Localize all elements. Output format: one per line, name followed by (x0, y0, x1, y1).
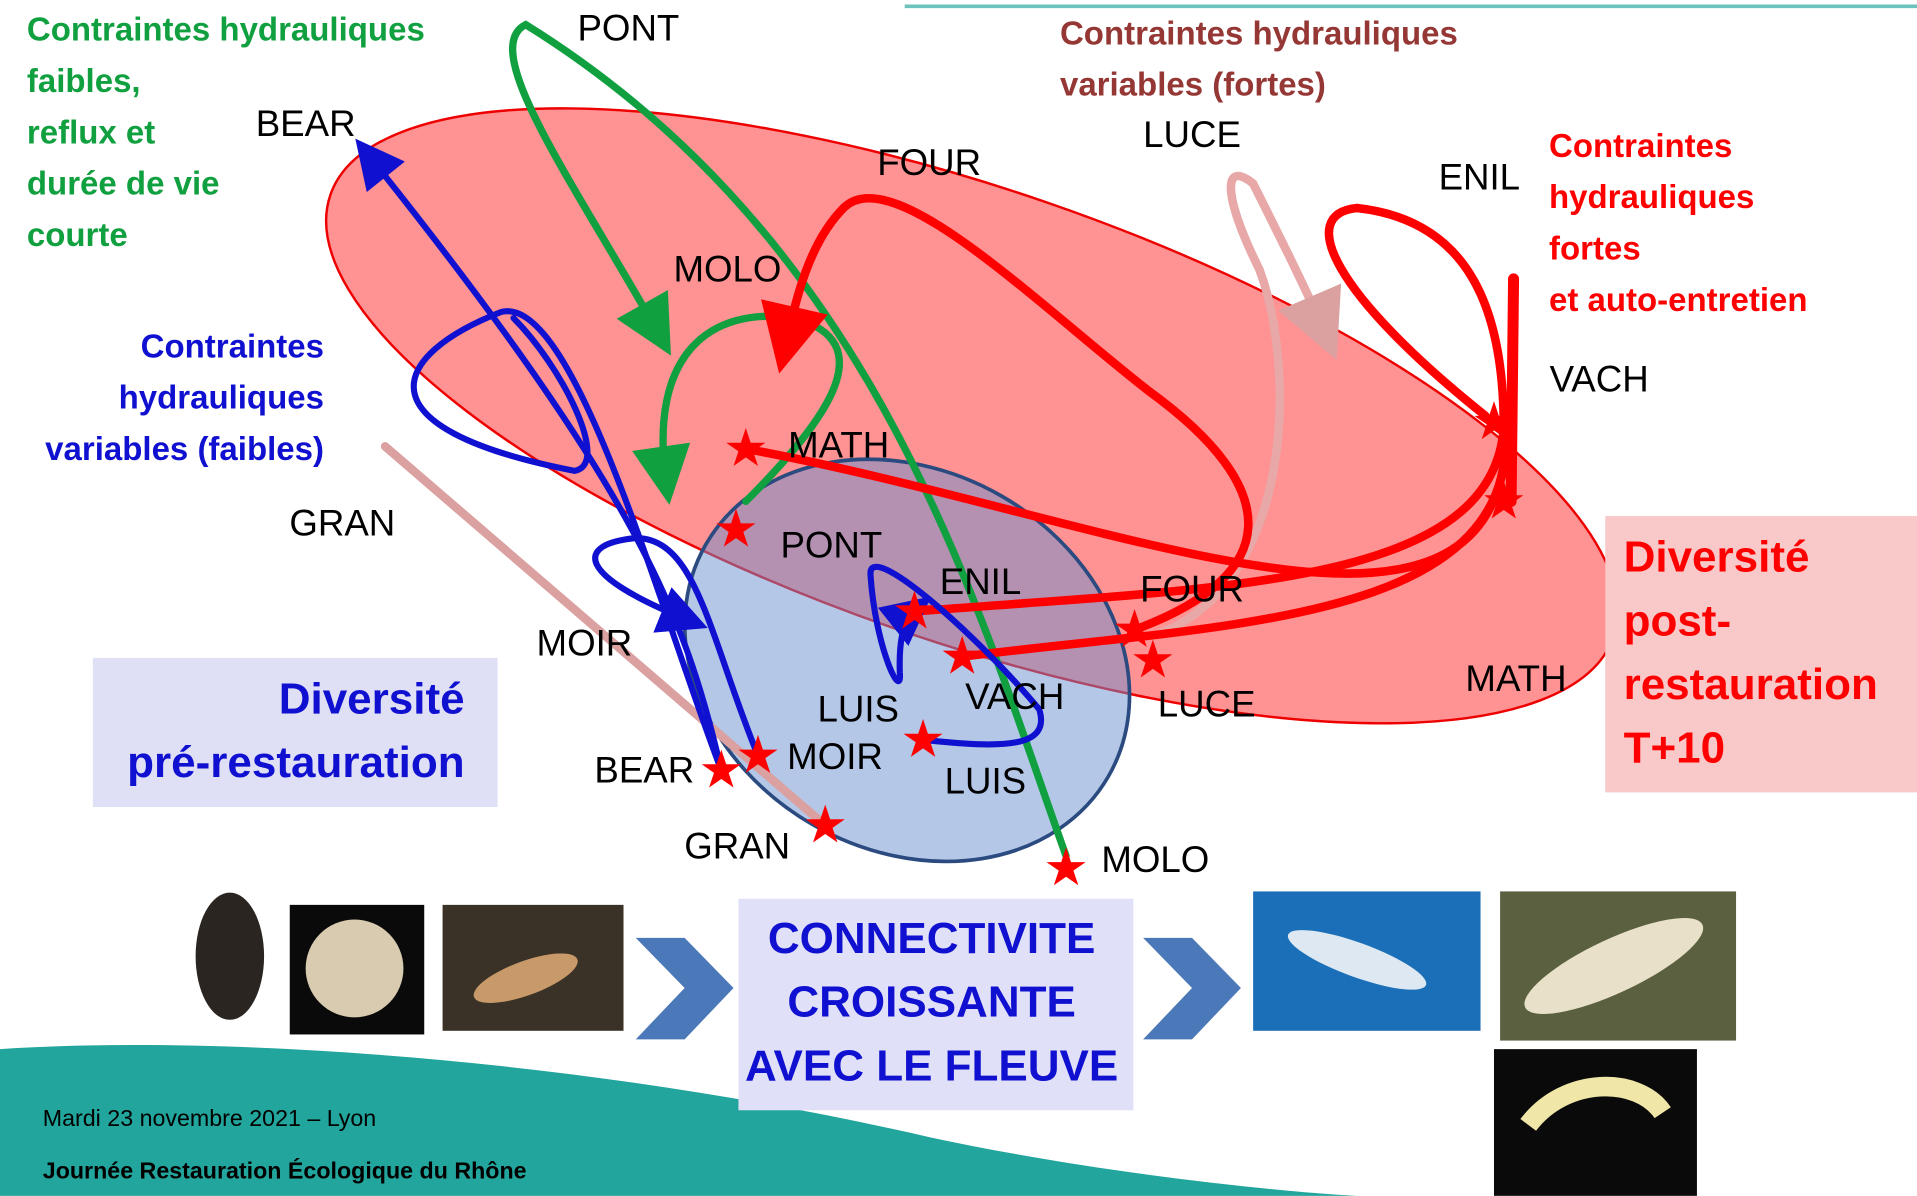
annotation: hydrauliques (1549, 178, 1754, 215)
snail-shell (306, 920, 404, 1018)
site-label: PONT (780, 525, 882, 566)
annotation: fortes (1549, 230, 1641, 267)
footer-date: Mardi 23 novembre 2021 – Lyon (43, 1105, 376, 1131)
chevron (1143, 938, 1241, 1039)
site-label: MATH (788, 424, 889, 465)
site-label: MATH (1465, 658, 1566, 699)
box-text: CROISSANTE (787, 978, 1075, 1027)
annotation: Contraintes hydrauliques (27, 11, 425, 48)
star (1047, 847, 1086, 885)
page: {"annotations": { "low_constraints": ["C… (0, 0, 1917, 1196)
site-label: GRAN (289, 503, 395, 544)
body: Contraintes hydrauliques faibles, reflux e… (0, 0, 1917, 1196)
site-label: ENIL (1439, 157, 1521, 198)
site-label: LUIS (817, 688, 899, 729)
site-label: VACH (965, 676, 1064, 717)
site-label: FOUR (877, 142, 981, 183)
footer-event: Journée Restauration Écologique du Rhône (43, 1157, 527, 1184)
site-label: ENIL (940, 561, 1022, 602)
annotation: variables (fortes) (1060, 66, 1326, 103)
site-label: MOLO (1101, 839, 1209, 880)
site-label: BEAR (256, 103, 356, 144)
annotation: Contraintes hydrauliques (1060, 14, 1458, 51)
annotation: Contraintes (1549, 127, 1732, 164)
annotation: Contraintes (141, 327, 324, 364)
site-label: VACH (1550, 358, 1649, 399)
chevron (636, 938, 734, 1039)
vach-loop (1511, 279, 1513, 502)
annotation: et auto-entretien (1549, 281, 1808, 318)
amphipod-photo (1494, 1049, 1697, 1196)
slide: Contraintes hydrauliques faibles, reflux e… (0, 0, 1917, 1196)
site-label: MOIR (787, 736, 883, 777)
box-text: Diversité (1624, 533, 1810, 582)
annotation: faibles, (27, 62, 141, 99)
annotation: hydrauliques (119, 379, 324, 416)
site-label: LUCE (1158, 683, 1256, 724)
site-label: LUCE (1143, 114, 1241, 155)
site-label: GRAN (684, 825, 790, 866)
annotation: durée de vie (27, 165, 220, 202)
box-text: pré-restauration (127, 738, 464, 787)
site-label: BEAR (594, 750, 694, 791)
box-text: CONNECTIVITE (768, 914, 1096, 963)
annotation: courte (27, 216, 128, 253)
box-text: Diversité (279, 675, 465, 724)
box-text: T+10 (1624, 723, 1726, 772)
site-label: FOUR (1140, 569, 1244, 610)
box-text: post- (1624, 596, 1732, 645)
site-label: MOIR (537, 622, 633, 663)
annotation: reflux et (27, 113, 155, 150)
beetle-photo (196, 893, 264, 1020)
box-text: AVEC LE FLEUVE (745, 1041, 1118, 1090)
box-text: restauration (1624, 660, 1878, 709)
annotation: variables (faibles) (45, 430, 324, 467)
site-label: LUIS (945, 761, 1027, 802)
site-label: MOLO (673, 248, 781, 289)
site-label: PONT (577, 7, 679, 48)
